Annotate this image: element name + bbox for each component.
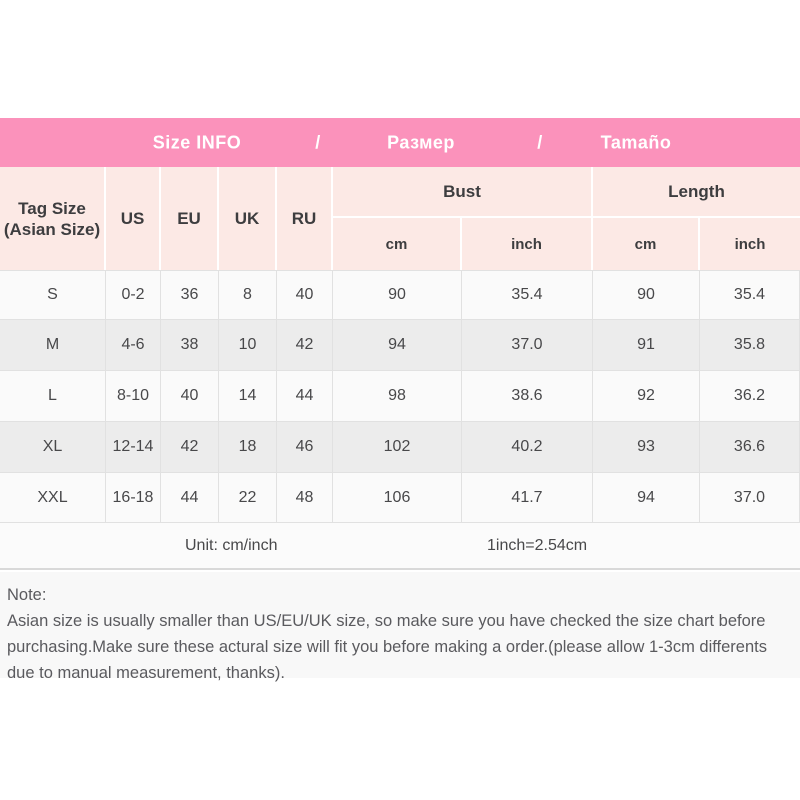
header-bust-inch: inch: [462, 218, 593, 270]
cell-length-cm: 94: [593, 473, 700, 523]
cell-tag: L: [0, 371, 106, 422]
cell-bust-cm: 94: [333, 320, 462, 371]
header-eu: EU: [161, 167, 219, 270]
cell-bust-inch: 35.4: [462, 270, 593, 320]
header-length-cm: cm: [593, 218, 700, 270]
cell-us: 12-14: [106, 422, 161, 473]
cell-tag: XXL: [0, 473, 106, 523]
unit-label: Unit: cm/inch: [185, 536, 278, 554]
size-table: Tag Size (Asian Size) US EU UK RU Bust L…: [0, 167, 800, 570]
title-bar: Size INFO / Размер / Tamaño: [0, 118, 800, 167]
cell-tag: S: [0, 270, 106, 320]
inch-conversion: 1inch=2.54cm: [487, 536, 588, 554]
cell-bust-inch: 41.7: [462, 473, 593, 523]
title-tamano: Tamaño: [600, 132, 672, 152]
header-tag-size: Tag Size (Asian Size): [0, 167, 106, 270]
cell-length-inch: 36.2: [700, 371, 800, 422]
header-length: Length: [593, 167, 800, 218]
title-size-info: Size INFO: [152, 132, 242, 152]
note-title: Note:: [7, 586, 47, 604]
title-razmer: Размер: [387, 132, 455, 152]
cell-eu: 38: [161, 320, 219, 371]
header-length-inch: inch: [700, 218, 800, 270]
cell-bust-inch: 38.6: [462, 371, 593, 422]
cell-eu: 44: [161, 473, 219, 523]
cell-bust-cm: 102: [333, 422, 462, 473]
header-tag-size-line1: Tag Size: [18, 198, 86, 218]
header-us: US: [106, 167, 161, 270]
cell-uk: 22: [219, 473, 277, 523]
cell-uk: 14: [219, 371, 277, 422]
cell-ru: 44: [277, 371, 333, 422]
cell-tag: XL: [0, 422, 106, 473]
cell-bust-cm: 98: [333, 371, 462, 422]
cell-bust-cm: 106: [333, 473, 462, 523]
cell-eu: 36: [161, 270, 219, 320]
cell-length-cm: 91: [593, 320, 700, 371]
header-tag-size-line2: (Asian Size): [3, 219, 101, 239]
cell-us: 0-2: [106, 270, 161, 320]
cell-us: 4-6: [106, 320, 161, 371]
header-ru: RU: [277, 167, 333, 270]
cell-tag: M: [0, 320, 106, 371]
header-uk: UK: [219, 167, 277, 270]
cell-length-cm: 92: [593, 371, 700, 422]
cell-uk: 8: [219, 270, 277, 320]
cell-ru: 46: [277, 422, 333, 473]
cell-us: 8-10: [106, 371, 161, 422]
title-separator: /: [537, 132, 543, 152]
unit-footer-row: Unit: cm/inch 1inch=2.54cm: [0, 523, 800, 570]
cell-eu: 42: [161, 422, 219, 473]
title-separator: /: [315, 132, 321, 152]
note-section: Note: Asian size is usually smaller than…: [0, 572, 800, 682]
header-bust: Bust: [333, 167, 593, 218]
note-body: Asian size is usually smaller than US/EU…: [7, 612, 767, 682]
cell-ru: 40: [277, 270, 333, 320]
cell-length-inch: 35.8: [700, 320, 800, 371]
cell-uk: 10: [219, 320, 277, 371]
cell-bust-inch: 40.2: [462, 422, 593, 473]
cell-length-inch: 35.4: [700, 270, 800, 320]
cell-ru: 48: [277, 473, 333, 523]
cell-length-inch: 36.6: [700, 422, 800, 473]
cell-ru: 42: [277, 320, 333, 371]
cell-length-cm: 90: [593, 270, 700, 320]
cell-bust-inch: 37.0: [462, 320, 593, 371]
cell-us: 16-18: [106, 473, 161, 523]
cell-bust-cm: 90: [333, 270, 462, 320]
cell-uk: 18: [219, 422, 277, 473]
cell-length-inch: 37.0: [700, 473, 800, 523]
cell-length-cm: 93: [593, 422, 700, 473]
header-bust-cm: cm: [333, 218, 462, 270]
cell-eu: 40: [161, 371, 219, 422]
